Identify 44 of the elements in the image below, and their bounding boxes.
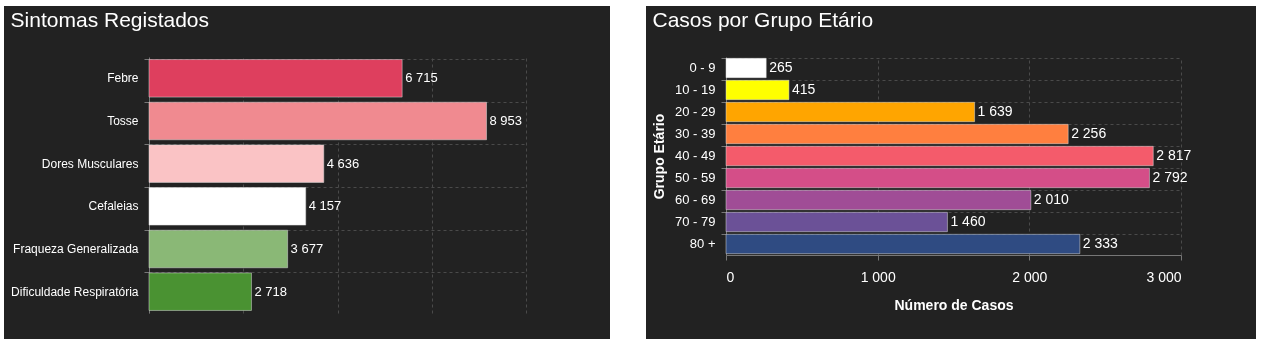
data-label: 6 715	[405, 70, 438, 86]
data-label: 3 677	[290, 241, 324, 256]
data-label: 415	[791, 81, 816, 97]
y-axis-title: Grupo Etário	[651, 113, 668, 200]
x-axis-title: Número de Casos	[894, 296, 1014, 313]
bar	[148, 272, 252, 311]
data-label: 2 817	[1156, 147, 1192, 163]
data-label: 2 792	[1152, 169, 1188, 185]
y-tick-label: 50 - 59	[675, 170, 716, 185]
data-label: 2 010	[1033, 191, 1070, 207]
data-label: 4 636	[326, 155, 360, 171]
chart-title: Sintomas Registados	[10, 8, 210, 31]
data-label: 2 256	[1071, 125, 1107, 141]
y-tick-label: 70 - 79	[675, 214, 716, 229]
data-label: 4 157	[308, 198, 342, 214]
bar	[148, 229, 288, 269]
x-tick-label: 1 000	[860, 268, 896, 285]
y-tick-label: 20 - 29	[675, 104, 716, 119]
bar	[148, 144, 325, 183]
y-tick-label: Dificuldade Respiratória	[11, 284, 139, 299]
y-tick-label: 10 - 19	[675, 82, 716, 97]
y-tick-label: 30 - 39	[675, 126, 716, 141]
data-label: 8 953	[489, 113, 523, 128]
y-tick-label: 60 - 69	[675, 192, 716, 207]
x-tick-label: 0	[726, 268, 735, 285]
y-tick-label: 40 - 49	[675, 148, 716, 163]
data-label: 1 639	[977, 103, 1013, 119]
x-tick-label: 3 000	[1146, 268, 1182, 285]
y-tick-label: Dores Musculares	[41, 156, 139, 171]
data-label: 2 333	[1082, 235, 1119, 251]
bar	[148, 187, 306, 226]
y-tick-label: Cefaleias	[88, 199, 139, 214]
chart-title: Casos por Grupo Etário	[652, 8, 874, 31]
y-tick-label: 80 +	[689, 236, 716, 251]
data-label: 265	[769, 59, 793, 75]
bar	[148, 101, 487, 141]
y-tick-label: Tosse	[107, 114, 139, 128]
y-tick-label: 0 - 9	[689, 60, 716, 75]
data-label: 2 718	[254, 283, 288, 299]
y-tick-label: Fraqueza Generalizada	[13, 242, 139, 256]
x-tick-label: 2 000	[1012, 268, 1048, 285]
y-tick-label: Febre	[107, 71, 139, 86]
data-label: 1 460	[950, 213, 986, 229]
bar	[148, 59, 403, 98]
